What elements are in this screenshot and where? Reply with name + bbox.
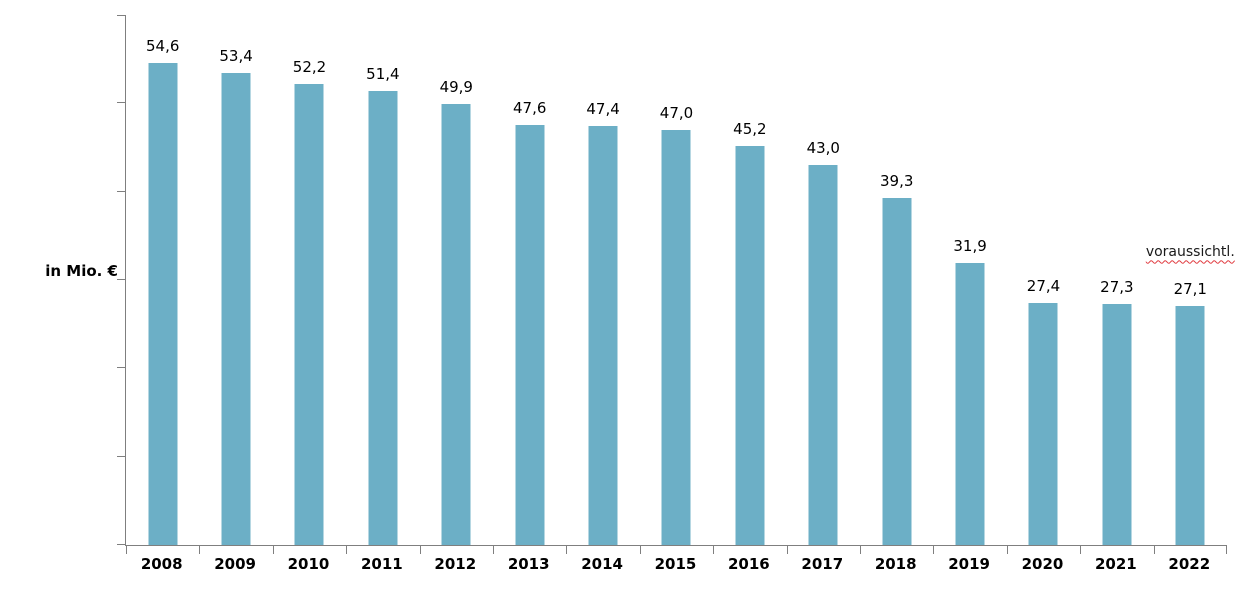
x-axis-tick [419,546,421,554]
x-axis-tick [1226,546,1227,554]
bar-2013 [515,124,545,545]
bar-2016 [735,145,765,545]
year-label-2017: 2017 [801,555,844,573]
year-label-2016: 2016 [728,555,770,573]
bar-value-label: 43,0 [806,139,840,158]
bar-slot: 47,4 [566,15,639,545]
bar-2014 [588,126,618,545]
bar-slot: 27,1 voraussichtl. [1146,15,1235,545]
year-label-2022: 2022 [1168,555,1211,573]
bar-value-label: 27,3 [1100,277,1134,296]
bar-2018 [882,197,912,545]
x-axis-tick [860,546,861,554]
bar-2022 [1175,305,1205,545]
year-label-2009: 2009 [214,555,256,573]
bar-value-label: 49,9 [439,78,473,97]
bar-slot: 51,4 [346,15,419,545]
plot-area: 54,6 53,4 52,2 51,4 49,9 47,6 47,4 47,0 45,2 43,0… [117,15,1235,554]
bar-slot: 45,2 [713,15,786,545]
bar-value-label: 27,1 [1173,279,1207,298]
bar-value-label: 39,3 [879,171,914,190]
bar-value-label: 45,2 [733,119,767,138]
forecast-annotation: voraussichtl. [1145,243,1235,260]
year-label-2021: 2021 [1095,555,1137,573]
year-label-2012: 2012 [434,555,477,573]
x-axis-tick [1006,546,1008,554]
year-label-2011: 2011 [361,555,403,573]
year-label-2010: 2010 [287,555,330,573]
y-axis-tick [117,544,125,545]
bar-slot: 47,6 [493,15,566,545]
x-axis-tick [713,546,715,554]
x-axis-tick [786,546,788,554]
y-axis-tick [117,190,125,192]
bar-slot: 49,9 [420,15,493,545]
year-label-2008: 2008 [140,555,183,573]
bar-value-label: 54,6 [145,36,180,55]
year-label-2020: 2020 [1021,555,1064,573]
bar-value-label: 51,4 [366,64,400,83]
bar-slot: 47,0 [640,15,713,545]
bar-value-label: 52,2 [292,57,327,76]
y-axis-tick [117,455,125,457]
bar-slot: 43,0 [787,15,860,545]
bar-slot: 27,4 [1007,15,1080,545]
bar-2008 [148,62,178,545]
bar-2011 [368,90,398,545]
bar-2020 [1028,302,1058,545]
bar-slot: 53,4 [199,15,272,545]
x-axis-labels: 2008 2009 2010 2011 2012 2013 2014 2015 2016 2017… [125,555,1226,575]
x-axis-tick [126,546,127,554]
bar-slot: 27,3 [1080,15,1153,545]
year-label-2013: 2013 [507,555,550,573]
bar-value-label: 47,4 [586,100,620,119]
x-axis-tick [272,546,274,554]
x-axis-tick [1153,546,1155,554]
x-axis-tick [566,546,568,554]
bar-2015 [661,129,691,545]
y-axis-title: in Mio. € [45,262,118,280]
bar-2021 [1102,303,1132,545]
year-label-2015: 2015 [654,555,697,573]
bar-value-label: 31,9 [953,237,987,256]
bar-2009 [221,73,251,545]
bar-value-label: 53,4 [219,47,253,66]
x-axis-tick [1080,546,1082,554]
y-axis-tick [117,279,125,280]
bar-2019 [955,263,985,545]
bar-2017 [808,165,838,545]
y-axis-tick [117,367,125,369]
bar-value-label: 47,6 [512,98,547,117]
bar-value-label: 27,4 [1026,276,1061,295]
y-axis-tick [117,15,125,16]
x-axis-tick [346,546,348,554]
bar-value-label: 47,0 [659,103,694,122]
x-axis-tick [493,546,494,554]
bar-slot: 52,2 [273,15,346,545]
bar-slot: 39,3 [860,15,933,545]
bar-2012 [441,104,471,545]
year-label-2019: 2019 [948,555,990,573]
bar-slot: 31,9 [933,15,1006,545]
x-axis-tick [199,546,201,554]
year-label-2014: 2014 [581,555,623,573]
x-axis-tick [639,546,641,554]
bar-slot: 54,6 [126,15,199,545]
y-axis-tick [117,102,125,104]
bar-2010 [294,83,324,545]
year-label-2018: 2018 [874,555,917,573]
x-axis-tick [933,546,935,554]
